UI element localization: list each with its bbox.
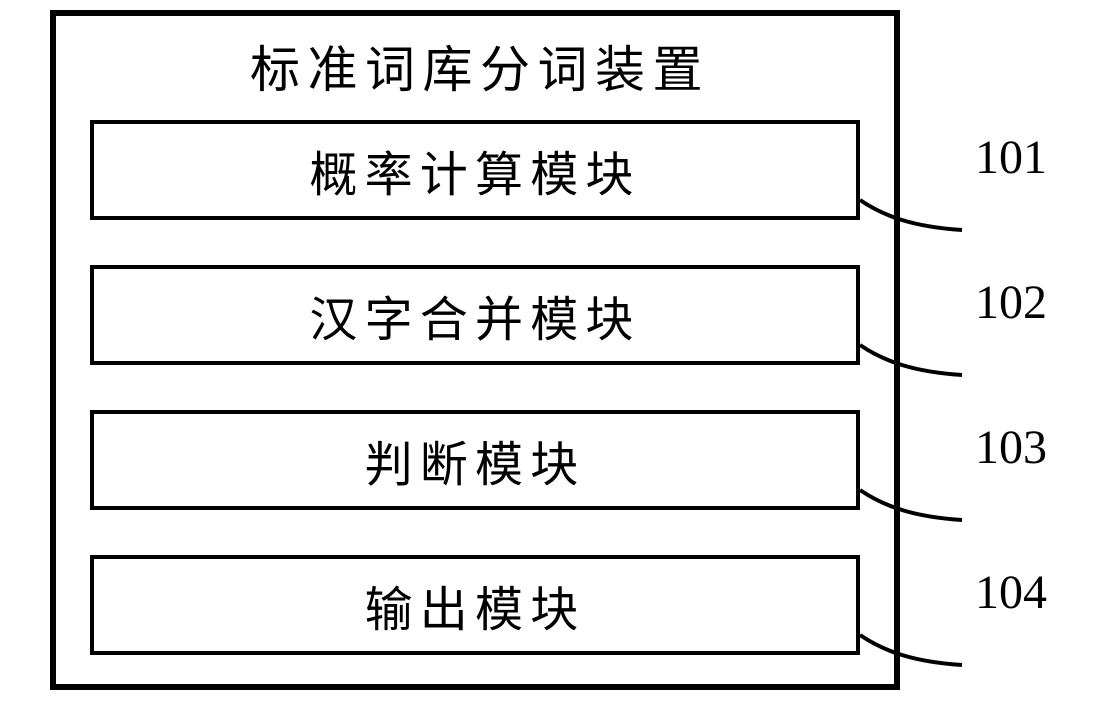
leader-101 xyxy=(860,165,970,235)
module-104-label: 输出模块 xyxy=(365,570,586,640)
leader-101-path xyxy=(860,200,962,230)
device-title: 标准词库分词装置 xyxy=(250,30,710,102)
leader-104-path xyxy=(860,635,962,665)
leader-102-path xyxy=(860,345,962,375)
ref-103: 103 xyxy=(975,420,1047,475)
module-103-label: 判断模块 xyxy=(365,425,586,495)
leader-102 xyxy=(860,310,970,380)
diagram-canvas: 标准词库分词装置 概率计算模块 101 汉字合并模块 102 判断模块 103 … xyxy=(0,0,1102,706)
ref-104: 104 xyxy=(975,565,1047,620)
module-101: 概率计算模块 xyxy=(90,120,860,220)
ref-101: 101 xyxy=(975,130,1047,185)
module-102-label: 汉字合并模块 xyxy=(309,280,640,350)
ref-102: 102 xyxy=(975,275,1047,330)
leader-103-path xyxy=(860,490,962,520)
leader-104 xyxy=(860,600,970,670)
module-103: 判断模块 xyxy=(90,410,860,510)
leader-103 xyxy=(860,455,970,525)
module-102: 汉字合并模块 xyxy=(90,265,860,365)
module-101-label: 概率计算模块 xyxy=(309,135,640,205)
module-104: 输出模块 xyxy=(90,555,860,655)
